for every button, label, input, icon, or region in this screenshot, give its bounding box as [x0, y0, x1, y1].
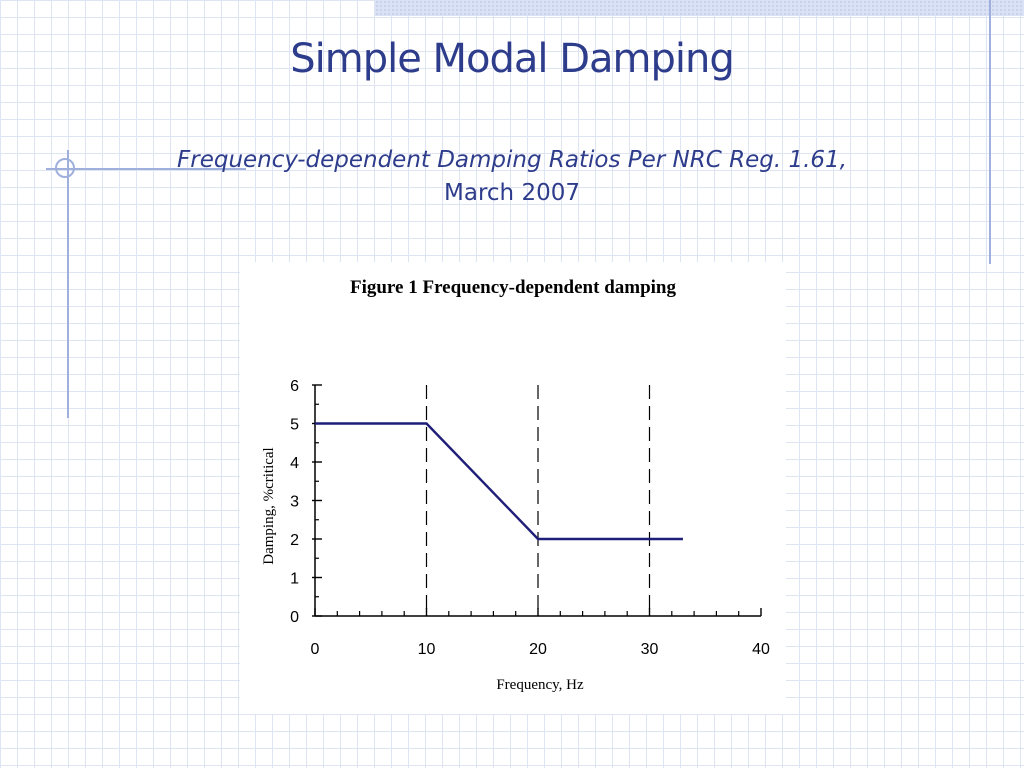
- y-tick-label-3: 3: [290, 494, 299, 511]
- decorative-top-band: [375, 0, 1024, 16]
- reference-lines: [425, 385, 651, 616]
- x-tick-label-30: 30: [641, 641, 659, 658]
- y-tick-label-0: 0: [290, 609, 299, 626]
- slide-subtitle: Frequency-dependent Damping Ratios Per N…: [100, 144, 924, 210]
- x-tick-label-10: 10: [418, 641, 436, 658]
- decorative-vertical-line-right: [989, 0, 991, 264]
- chart-title: Figure 1 Frequency-dependent damping: [350, 277, 677, 298]
- figure-panel: Figure 1 Frequency-dependent damping 0 10…: [240, 262, 786, 714]
- damping-chart: Figure 1 Frequency-dependent damping 0 10…: [261, 277, 770, 693]
- slide-title: Simple Modal Damping: [290, 36, 735, 82]
- x-tick-label-20: 20: [529, 641, 547, 658]
- subtitle-line-2: March 2007: [444, 180, 580, 206]
- x-tick-label-0: 0: [311, 641, 320, 658]
- decorative-horizontal-line: [46, 168, 246, 170]
- y-tick-label-5: 5: [290, 417, 299, 434]
- tick-labels: 0 10 20 30 40 0 1 2 3 4 5 6: [290, 378, 770, 658]
- y-axis-label: Damping, %critical: [261, 447, 277, 564]
- y-tick-label-4: 4: [290, 455, 299, 472]
- decorative-vertical-line-left: [67, 150, 69, 418]
- y-tick-label-2: 2: [290, 532, 299, 549]
- damping-series-line-0: [315, 422, 683, 541]
- decorative-circle: [55, 158, 75, 178]
- subtitle-line-1: Frequency-dependent Damping Ratios Per N…: [177, 147, 847, 173]
- series-group: [315, 422, 683, 541]
- x-tick-label-40: 40: [752, 641, 770, 658]
- y-tick-label-6: 6: [290, 378, 299, 395]
- y-tick-label-1: 1: [290, 571, 299, 588]
- ticks: [312, 384, 762, 617]
- x-axis-label: Frequency, Hz: [496, 677, 584, 693]
